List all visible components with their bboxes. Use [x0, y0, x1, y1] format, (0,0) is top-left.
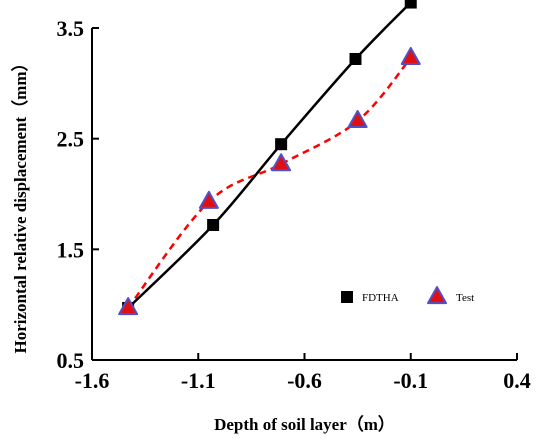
- x-axis-title: Depth of soil layer（m）: [214, 414, 395, 434]
- legend-label-fdtha: FDTHA: [362, 292, 399, 304]
- x-tick-label: -0.1: [393, 368, 428, 393]
- plot-series: [118, 0, 421, 316]
- y-axis-title: Horizontal relative displacement（mm）: [10, 54, 30, 353]
- legend-item-fdtha: FDTHA: [341, 291, 399, 304]
- y-tick-label: 0.5: [57, 348, 85, 373]
- x-tick-label: -0.6: [287, 368, 322, 393]
- series-line-fdtha: [127, 1, 412, 309]
- axis-ticks: -1.6 -1.1 -0.6 -0.1 0.4 0.5 1.5 2.5 3.5: [57, 16, 531, 393]
- point-fdtha-square-marker: [207, 218, 220, 231]
- legend: FDTHA Test: [341, 286, 474, 305]
- point-fdtha-square-marker: [275, 138, 288, 151]
- x-tick-label: -1.6: [75, 368, 110, 393]
- point-fdtha-square-marker: [404, 0, 417, 9]
- x-tick-label: 0.4: [503, 368, 531, 393]
- legend-item-test: Test: [427, 286, 474, 305]
- legend-test-triangle-marker: [427, 286, 447, 305]
- y-tick-label: 3.5: [57, 16, 85, 41]
- legend-fdtha-square-marker: [341, 291, 353, 303]
- axes: [91, 28, 517, 361]
- point-test-triangle-marker: [118, 297, 139, 316]
- y-tick-label: 2.5: [57, 127, 85, 152]
- series-line-test: [127, 57, 412, 309]
- point-test-triangle-marker: [400, 46, 421, 65]
- legend-label-test: Test: [456, 292, 474, 304]
- point-test-triangle-marker: [271, 153, 292, 172]
- point-test-triangle-marker: [198, 190, 219, 209]
- y-tick-label: 1.5: [57, 237, 85, 262]
- x-tick-label: -1.1: [181, 368, 216, 393]
- point-fdtha-square-marker: [349, 52, 362, 65]
- point-test-triangle-marker: [347, 110, 368, 129]
